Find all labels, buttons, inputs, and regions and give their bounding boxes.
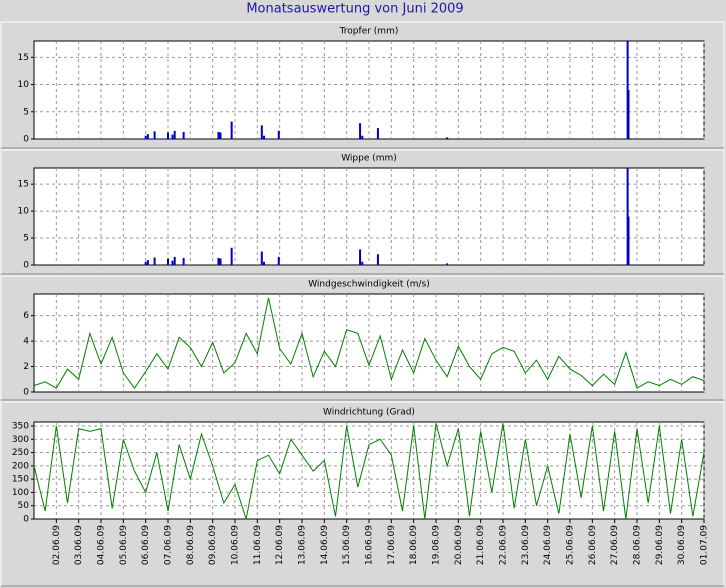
bar xyxy=(173,130,176,139)
x-tick-label: 27.06.09 xyxy=(610,525,620,565)
bar xyxy=(230,247,233,265)
bar xyxy=(167,132,169,139)
bar xyxy=(277,130,280,139)
bar xyxy=(627,90,630,139)
x-tick-label: 17.06.09 xyxy=(387,525,397,565)
bar xyxy=(263,135,266,139)
y-tick-label: 2 xyxy=(23,362,29,372)
bar xyxy=(446,263,449,265)
bar xyxy=(376,128,379,139)
x-tick-label: 28.06.09 xyxy=(633,525,643,565)
x-tick-label: 21.06.09 xyxy=(476,525,486,565)
bar xyxy=(260,251,263,265)
y-tick-label: 300 xyxy=(12,435,29,445)
bar xyxy=(217,257,220,265)
bar xyxy=(627,216,630,265)
x-tick-label: 30.06.09 xyxy=(677,525,687,565)
x-tick-label: 11.06.09 xyxy=(253,525,263,565)
page-title: Monatsauswertung von Juni 2009 xyxy=(246,2,463,17)
panel-title: Windgeschwindigkeit (m/s) xyxy=(308,280,430,290)
bar xyxy=(260,125,263,139)
x-tick-label: 03.06.09 xyxy=(74,525,84,565)
x-tick-label: 06.06.09 xyxy=(141,525,151,565)
line xyxy=(33,297,705,390)
y-tick-label: 10 xyxy=(18,80,30,90)
y-tick-label: 15 xyxy=(18,53,29,63)
bar xyxy=(219,258,222,265)
bar xyxy=(361,261,364,265)
bar xyxy=(146,134,149,139)
bar xyxy=(171,260,174,265)
x-tick-label: 23.06.09 xyxy=(521,525,531,565)
panel-title: Windrichtung (Grad) xyxy=(323,408,415,418)
x-tick-label: 29.06.09 xyxy=(655,525,665,565)
bar xyxy=(153,257,156,265)
y-tick-label: 10 xyxy=(18,207,30,217)
y-tick-label: 0 xyxy=(23,261,29,271)
x-tick-label: 09.06.09 xyxy=(208,525,218,565)
x-tick-label: 02.06.09 xyxy=(52,525,62,565)
bar xyxy=(361,135,364,139)
x-tick-label: 04.06.09 xyxy=(97,525,107,565)
x-tick-label: 13.06.09 xyxy=(298,525,308,565)
panel-title: Wippe (mm) xyxy=(341,154,397,164)
y-tick-label: 0 xyxy=(23,388,29,398)
bar xyxy=(171,134,174,139)
x-tick-label: 22.06.09 xyxy=(499,525,509,565)
y-tick-label: 5 xyxy=(23,107,29,117)
bar xyxy=(446,137,449,139)
y-tick-label: 200 xyxy=(12,461,29,471)
x-tick-label: 14.06.09 xyxy=(320,525,330,565)
y-tick-label: 0 xyxy=(23,135,29,145)
x-tick-label: 19.06.09 xyxy=(432,525,442,565)
x-tick-label: 05.06.09 xyxy=(119,525,129,565)
x-tick-label: 26.06.09 xyxy=(588,525,598,565)
bar xyxy=(359,123,362,139)
x-tick-label: 16.06.09 xyxy=(365,525,375,565)
x-tick-label: 20.06.09 xyxy=(454,525,464,565)
x-tick-label: 25.06.09 xyxy=(566,525,576,565)
y-tick-label: 150 xyxy=(12,475,29,485)
y-tick-label: 6 xyxy=(23,311,29,321)
x-tick-label: 15.06.09 xyxy=(342,525,352,565)
y-tick-label: 250 xyxy=(12,448,29,458)
y-tick-label: 100 xyxy=(12,488,29,498)
y-tick-label: 50 xyxy=(18,501,30,511)
bar xyxy=(359,249,362,265)
x-tick-label: 18.06.09 xyxy=(409,525,419,565)
bar xyxy=(219,132,222,139)
bar xyxy=(146,260,149,265)
x-tick-label: 12.06.09 xyxy=(275,525,285,565)
x-tick-label: 24.06.09 xyxy=(543,525,553,565)
x-tick-label: 01.07.09 xyxy=(700,525,710,565)
y-tick-label: 4 xyxy=(23,337,29,347)
bar xyxy=(182,131,185,139)
bar xyxy=(144,135,147,139)
bar xyxy=(277,256,280,265)
x-tick-label: 08.06.09 xyxy=(186,525,196,565)
y-tick-label: 0 xyxy=(23,515,29,525)
bar xyxy=(376,254,379,265)
x-tick-label: 10.06.09 xyxy=(231,525,241,565)
bar xyxy=(167,258,169,265)
bar xyxy=(230,121,233,139)
y-tick-label: 5 xyxy=(23,234,29,244)
panel-title: Tropfer (mm) xyxy=(339,27,399,37)
bar xyxy=(217,131,220,139)
y-tick-label: 350 xyxy=(12,421,29,431)
line xyxy=(33,423,705,520)
bar xyxy=(153,131,156,139)
bar xyxy=(263,261,266,265)
y-tick-label: 15 xyxy=(18,180,29,190)
x-tick-label: 07.06.09 xyxy=(164,525,174,565)
bar xyxy=(173,256,176,265)
bar xyxy=(144,261,147,265)
bar xyxy=(182,257,185,265)
